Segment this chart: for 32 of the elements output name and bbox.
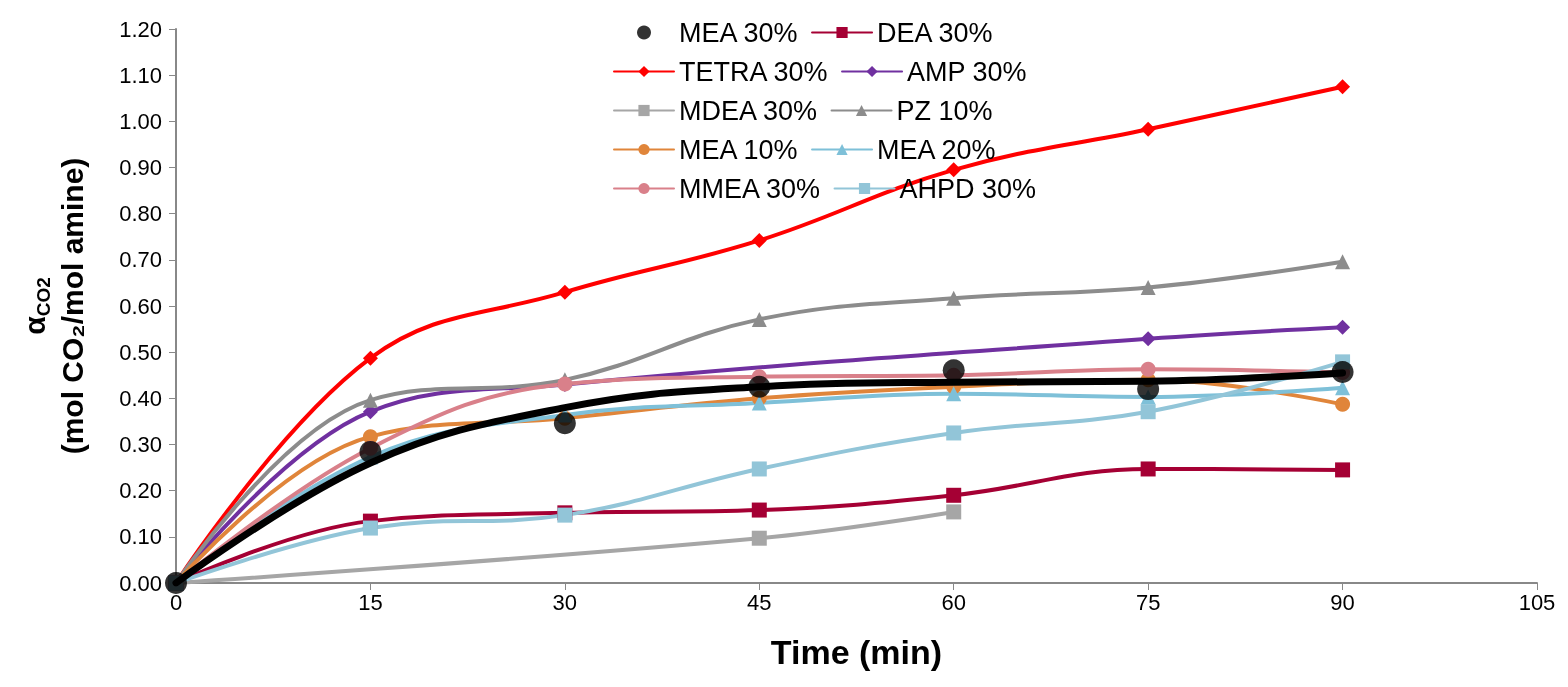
x-tick-label: 60 bbox=[941, 589, 966, 615]
y-tick-label: 0.20 bbox=[119, 478, 162, 504]
x-tick-label: 75 bbox=[1135, 589, 1161, 615]
y-tick-label: 0.60 bbox=[119, 293, 162, 319]
y-tick-label: 0.90 bbox=[119, 155, 162, 180]
y-tick-label: 0.50 bbox=[119, 339, 162, 365]
legend-label: AMP 30% bbox=[907, 56, 1027, 87]
legend-label: AHPD 30% bbox=[899, 173, 1037, 204]
x-tick-label: 30 bbox=[552, 589, 578, 615]
y-tick-label: 0.40 bbox=[119, 385, 162, 411]
x-tick-label: 45 bbox=[747, 589, 772, 615]
y-tick-label: 1.20 bbox=[119, 16, 162, 42]
legend-label: MEA 30% bbox=[679, 17, 798, 48]
legend-label: MMEA 30% bbox=[679, 173, 821, 204]
legend-label: MEA 10% bbox=[679, 134, 798, 165]
legend-label: MDEA 30% bbox=[679, 95, 818, 126]
y-tick-label: 0.70 bbox=[119, 247, 162, 273]
x-axis-title: Time (min) bbox=[770, 633, 943, 671]
x-tick-label: 0 bbox=[169, 589, 183, 615]
y-tick-label: 0.10 bbox=[119, 524, 162, 550]
y-tick-label: 1.10 bbox=[119, 62, 162, 88]
y-tick-label: 0.80 bbox=[119, 201, 162, 227]
legend-label: DEA 30% bbox=[877, 17, 993, 48]
legend-label: MEA 20% bbox=[877, 134, 996, 165]
y-tick-label: 0.30 bbox=[119, 432, 162, 457]
x-tick-label: 105 bbox=[1518, 589, 1556, 615]
y-tick-label: 1.00 bbox=[119, 108, 162, 134]
x-tick-label: 15 bbox=[358, 589, 383, 615]
x-tick-label: 90 bbox=[1330, 589, 1355, 615]
legend-label: PZ 10% bbox=[896, 95, 993, 126]
y-tick-label: 0.00 bbox=[119, 570, 162, 596]
legend-label: TETRA 30% bbox=[679, 56, 828, 87]
